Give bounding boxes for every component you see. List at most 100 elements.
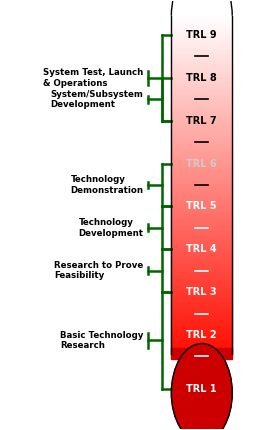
Wedge shape — [171, 0, 232, 16]
Bar — [171, 71, 232, 73]
Bar — [171, 214, 232, 215]
Bar — [171, 210, 232, 212]
Bar — [171, 199, 232, 200]
Bar — [171, 175, 232, 177]
Text: TRL 4: TRL 4 — [186, 244, 217, 254]
Bar — [171, 121, 232, 123]
Bar — [171, 178, 232, 180]
Bar — [171, 255, 232, 256]
Bar — [171, 49, 232, 51]
Bar — [171, 60, 232, 61]
Bar — [171, 180, 232, 181]
Text: Technology
Development: Technology Development — [78, 218, 144, 237]
Bar — [171, 297, 232, 298]
Bar — [171, 31, 232, 33]
Text: TRL 7: TRL 7 — [186, 116, 217, 126]
Bar — [171, 187, 232, 188]
Bar — [171, 156, 232, 158]
Bar — [171, 165, 232, 166]
Bar — [171, 183, 232, 185]
Bar — [171, 38, 232, 40]
Bar — [171, 117, 232, 119]
Bar — [171, 280, 232, 282]
Bar — [171, 226, 232, 227]
Bar — [171, 310, 232, 312]
Text: System/Subsystem
Development: System/Subsystem Development — [51, 89, 144, 109]
Bar — [171, 55, 232, 56]
Bar — [171, 273, 232, 275]
Bar — [171, 160, 232, 161]
Bar — [171, 177, 232, 178]
Text: Research to Prove
Feasibility: Research to Prove Feasibility — [54, 261, 144, 280]
Bar — [171, 85, 232, 87]
Bar — [171, 336, 232, 338]
Bar — [171, 209, 232, 210]
Bar — [171, 163, 232, 165]
Bar — [171, 290, 232, 292]
Bar — [171, 138, 232, 139]
Bar — [171, 351, 232, 353]
Bar — [171, 63, 232, 65]
Bar — [171, 307, 232, 309]
Bar — [171, 98, 232, 100]
Bar — [171, 127, 232, 129]
Text: TRL 9: TRL 9 — [186, 30, 217, 40]
Bar — [171, 51, 232, 53]
Text: Basic Technology
Research: Basic Technology Research — [60, 331, 144, 350]
Bar — [171, 136, 232, 138]
Bar — [171, 107, 232, 109]
Bar — [171, 327, 232, 329]
Bar — [171, 266, 232, 268]
Bar — [171, 312, 232, 313]
Bar — [171, 207, 232, 209]
Bar — [171, 185, 232, 187]
Bar — [171, 94, 232, 95]
Bar — [171, 305, 232, 307]
Bar — [171, 83, 232, 85]
Bar — [171, 276, 232, 278]
Bar — [171, 347, 232, 349]
Bar — [171, 317, 232, 319]
Bar — [171, 56, 232, 58]
Text: TRL 6: TRL 6 — [186, 159, 217, 169]
Text: TRL 5: TRL 5 — [186, 201, 217, 212]
Bar — [171, 227, 232, 229]
Text: Technology
Demonstration: Technology Demonstration — [70, 175, 144, 195]
Bar — [171, 221, 232, 222]
Bar — [171, 102, 232, 104]
Bar — [171, 331, 232, 332]
Bar — [171, 288, 232, 290]
Bar — [171, 324, 232, 326]
Bar — [171, 61, 232, 63]
Bar — [171, 248, 232, 249]
Bar — [171, 261, 232, 263]
Bar — [171, 166, 232, 168]
Bar — [171, 217, 232, 219]
Bar — [171, 158, 232, 160]
Bar — [171, 131, 232, 132]
Bar — [171, 29, 232, 31]
Bar — [171, 232, 232, 234]
Bar — [171, 204, 232, 205]
Bar — [171, 153, 232, 154]
Bar — [171, 41, 232, 43]
Bar — [171, 154, 232, 156]
Bar — [171, 181, 232, 183]
Bar — [171, 44, 232, 46]
Bar — [171, 116, 232, 117]
Bar — [171, 259, 232, 261]
Bar — [171, 202, 232, 204]
Bar — [171, 89, 232, 90]
Bar — [171, 67, 232, 68]
Bar — [171, 73, 232, 75]
Bar — [171, 148, 232, 150]
Bar — [171, 234, 232, 236]
Bar — [171, 34, 232, 36]
Bar — [171, 304, 232, 305]
Bar — [171, 150, 232, 151]
Bar — [171, 309, 232, 310]
Bar — [171, 24, 232, 26]
Bar — [171, 129, 232, 131]
Bar — [171, 16, 232, 17]
Bar — [171, 285, 232, 286]
